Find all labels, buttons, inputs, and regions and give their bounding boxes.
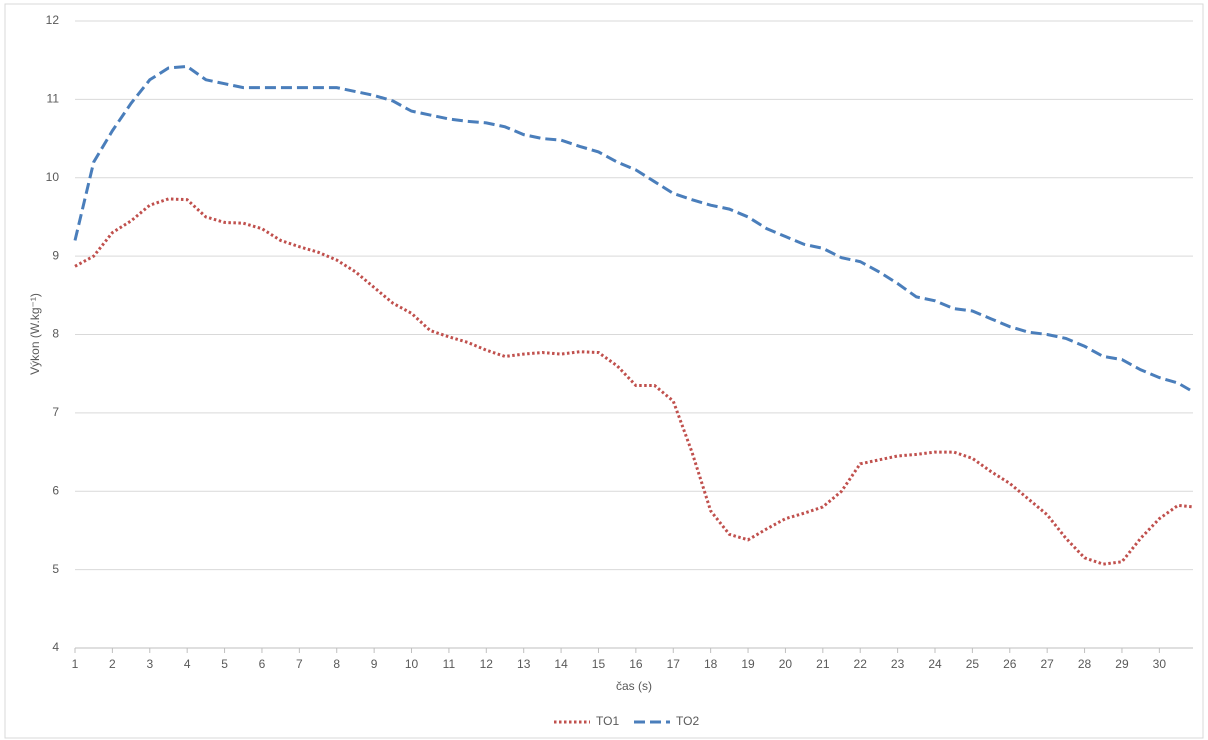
y-tick-label: 9 xyxy=(52,248,59,262)
x-tick-label: 16 xyxy=(629,657,643,671)
x-tick-label: 11 xyxy=(443,657,456,671)
x-tick-label: 28 xyxy=(1078,657,1092,671)
x-tick-label: 17 xyxy=(667,657,681,671)
x-tick-label: 9 xyxy=(371,657,378,671)
series-line xyxy=(73,64,1194,394)
y-tick-label: 10 xyxy=(46,170,60,184)
x-tick-label: 29 xyxy=(1115,657,1129,671)
x-tick-label: 22 xyxy=(854,657,868,671)
x-tick-label: 10 xyxy=(405,657,419,671)
x-tick-label: 15 xyxy=(592,657,606,671)
x-tick-label: 12 xyxy=(480,657,494,671)
x-tick-label: 5 xyxy=(221,657,228,671)
x-tick-label: 3 xyxy=(146,657,153,671)
x-tick-label: 25 xyxy=(966,657,980,671)
x-tick-label: 8 xyxy=(333,657,340,671)
y-tick-label: 4 xyxy=(52,640,59,654)
x-axis-label: čas (s) xyxy=(616,679,652,693)
x-tick-label: 18 xyxy=(704,657,718,671)
x-tick-label: 23 xyxy=(891,657,905,671)
y-tick-label: 6 xyxy=(52,483,59,497)
x-tick-label: 7 xyxy=(296,657,303,671)
y-tick-label: 5 xyxy=(52,562,59,576)
chart-frame xyxy=(4,3,1204,739)
x-tick-label: 13 xyxy=(517,657,531,671)
series-line xyxy=(74,197,1194,566)
y-axis-label: Výkon (W.kg⁻¹) xyxy=(28,293,42,375)
legend-label: TO1 xyxy=(596,714,619,728)
x-tick-label: 1 xyxy=(72,657,79,671)
legend-label: TO2 xyxy=(676,714,699,728)
x-tick-label: 6 xyxy=(259,657,266,671)
x-tick-label: 4 xyxy=(184,657,191,671)
x-tick-label: 14 xyxy=(554,657,568,671)
x-tick-label: 26 xyxy=(1003,657,1017,671)
x-tick-label: 24 xyxy=(928,657,942,671)
x-tick-label: 27 xyxy=(1040,657,1054,671)
y-tick-label: 7 xyxy=(52,405,59,419)
x-tick-label: 21 xyxy=(816,657,830,671)
y-tick-label: 11 xyxy=(47,92,60,106)
y-tick-label: 12 xyxy=(46,13,60,27)
y-tick-label: 8 xyxy=(52,327,59,341)
x-tick-label: 30 xyxy=(1153,657,1167,671)
x-tick-label: 19 xyxy=(741,657,755,671)
x-tick-label: 2 xyxy=(109,657,116,671)
x-tick-label: 20 xyxy=(779,657,793,671)
